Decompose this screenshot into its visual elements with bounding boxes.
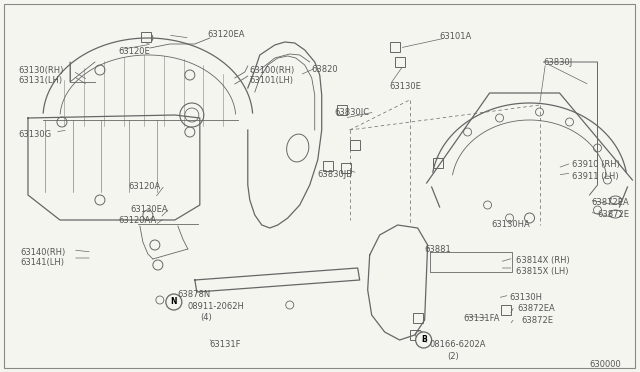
Text: B: B [420,336,426,344]
Text: 63130H: 63130H [509,293,543,302]
Text: 63830JC: 63830JC [335,108,370,117]
Text: 63120E: 63120E [118,47,150,56]
Text: 63872EA: 63872EA [591,198,629,207]
Circle shape [463,128,472,136]
FancyBboxPatch shape [340,163,351,173]
Circle shape [166,294,182,310]
Circle shape [593,206,602,214]
Text: 63101(LH): 63101(LH) [250,76,294,85]
Text: 63130(RH): 63130(RH) [18,66,63,75]
Circle shape [566,118,573,126]
Circle shape [604,176,611,184]
Circle shape [434,158,442,166]
Circle shape [285,301,294,309]
Circle shape [57,117,67,127]
Text: 63141(LH): 63141(LH) [20,258,64,267]
Circle shape [153,260,163,270]
Text: 63130HA: 63130HA [492,220,531,229]
Text: 63120A: 63120A [128,182,160,191]
Circle shape [495,114,504,122]
Text: 63131F: 63131F [210,340,241,349]
Text: 63830JB: 63830JB [317,170,353,179]
Ellipse shape [609,210,621,218]
Text: 63130G: 63130G [18,130,51,139]
Text: 63911 (LH): 63911 (LH) [572,172,618,181]
Text: 630000: 630000 [589,360,621,369]
FancyBboxPatch shape [500,305,511,315]
Text: 63872E: 63872E [522,316,554,325]
FancyBboxPatch shape [433,158,443,168]
Text: 63881: 63881 [424,245,451,254]
Text: N: N [171,298,177,307]
Text: 63130EA: 63130EA [130,205,168,214]
Polygon shape [195,268,360,292]
Circle shape [593,144,602,152]
FancyBboxPatch shape [390,42,399,52]
Circle shape [484,201,492,209]
Text: 63131FA: 63131FA [463,314,500,323]
Circle shape [156,296,164,304]
Circle shape [185,70,195,80]
Text: 63878N: 63878N [178,290,211,299]
Text: 63820: 63820 [312,65,339,74]
Circle shape [536,108,543,116]
Ellipse shape [609,196,621,204]
Text: 08911-2062H: 08911-2062H [188,302,244,311]
Text: 63130E: 63130E [390,82,422,91]
FancyBboxPatch shape [141,32,151,42]
Text: (4): (4) [200,313,212,322]
Circle shape [95,65,105,75]
Text: 63120EA: 63120EA [208,30,245,39]
Circle shape [525,213,534,223]
Text: 63131(LH): 63131(LH) [18,76,62,85]
Text: 63910 (RH): 63910 (RH) [572,160,620,169]
Circle shape [415,331,424,339]
FancyBboxPatch shape [413,313,422,323]
Text: 63814X (RH): 63814X (RH) [516,256,570,265]
FancyBboxPatch shape [337,105,347,115]
Circle shape [143,210,153,220]
Circle shape [180,103,204,127]
Circle shape [185,108,199,122]
Text: 63120AA: 63120AA [118,216,156,225]
Text: 63140(RH): 63140(RH) [20,248,65,257]
Text: 63830J: 63830J [543,58,573,67]
Circle shape [95,195,105,205]
Circle shape [415,332,431,348]
Circle shape [150,240,160,250]
Text: 63872EA: 63872EA [518,304,556,313]
Text: (2): (2) [447,352,460,361]
Circle shape [143,33,153,43]
Circle shape [506,214,513,222]
FancyBboxPatch shape [349,140,360,150]
Text: 63100(RH): 63100(RH) [250,66,295,75]
FancyBboxPatch shape [323,161,333,171]
FancyBboxPatch shape [410,330,420,340]
Text: 63872E: 63872E [598,210,630,219]
Text: 63815X (LH): 63815X (LH) [516,267,568,276]
Circle shape [185,127,195,137]
FancyBboxPatch shape [395,57,404,67]
Text: 63101A: 63101A [440,32,472,41]
Text: 08166-6202A: 08166-6202A [429,340,486,349]
